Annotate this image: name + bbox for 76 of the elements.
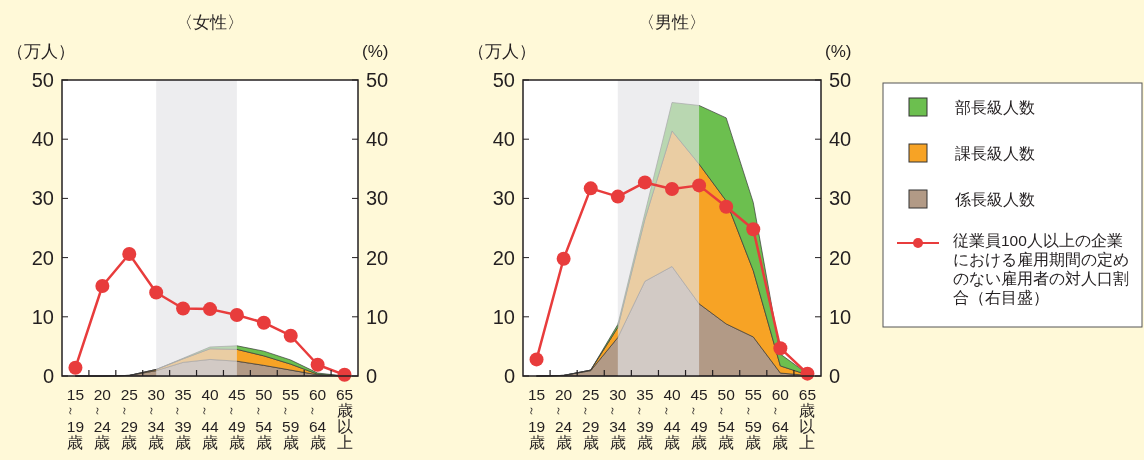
point — [122, 247, 137, 262]
y-tick-label: 50 — [492, 69, 515, 91]
point — [746, 222, 761, 237]
x-tick-label: 60～64歳 — [306, 386, 327, 451]
x-tick-label: 65歳以上 — [798, 386, 817, 451]
point — [176, 301, 191, 316]
point — [556, 251, 571, 266]
legend-label: 部長級人数 — [955, 99, 1035, 116]
y2-tick-label: 40 — [829, 128, 852, 151]
x-tick-label: 35～39歳 — [171, 386, 192, 451]
legend-label: 係長級人数 — [954, 191, 1035, 208]
point — [583, 181, 598, 196]
point — [149, 285, 164, 300]
x-tick-label: 40～44歳 — [198, 386, 219, 451]
x-tick-label: 25～29歳 — [579, 386, 600, 451]
point — [692, 178, 707, 193]
y2-tick-label: 20 — [366, 246, 389, 269]
point — [229, 308, 244, 323]
y-tick-label: 30 — [492, 187, 515, 210]
x-tick-label: 20～24歳 — [90, 386, 112, 451]
y-tick-label: 20 — [31, 246, 54, 269]
y-tick-label: 40 — [31, 128, 54, 151]
y-axis-title: （万人） — [468, 42, 536, 61]
legend-label: 課長級人数 — [955, 145, 1035, 162]
point — [310, 357, 325, 372]
x-tick-label: 45～49歳 — [225, 386, 246, 451]
y2-tick-label: 0 — [829, 365, 841, 387]
x-tick-label: 55～59歳 — [279, 386, 300, 451]
point — [529, 352, 544, 367]
x-tick-label: 25～29歳 — [117, 386, 138, 451]
chart-title: 〈女性〉 — [176, 13, 244, 32]
x-tick-label: 20～24歳 — [552, 386, 573, 451]
x-tick-label: 15～19歳 — [63, 386, 85, 451]
chart-title: 〈男性〉 — [638, 13, 706, 32]
y-tick-label: 30 — [31, 187, 54, 210]
y2-tick-label: 30 — [829, 187, 852, 210]
x-tick-label: 65歳以上 — [335, 386, 354, 451]
y-axis-title: （万人） — [7, 42, 75, 61]
y2-axis-title: (%) — [362, 42, 389, 61]
y-tick-label: 50 — [31, 69, 54, 91]
y-tick-label: 10 — [31, 305, 54, 328]
x-tick-label: 50～54歳 — [714, 386, 736, 451]
y2-tick-label: 10 — [366, 305, 389, 328]
y-tick-label: 0 — [42, 365, 54, 387]
point — [203, 302, 217, 317]
x-tick-label: 15～19歳 — [524, 386, 546, 451]
x-tick-label: 60～64歳 — [768, 386, 790, 451]
point — [95, 279, 110, 294]
x-tick-label: 30～34歳 — [606, 386, 627, 451]
y2-tick-label: 10 — [829, 305, 852, 328]
y2-tick-label: 50 — [366, 69, 389, 91]
point — [68, 360, 83, 375]
point — [719, 199, 734, 214]
point — [283, 328, 298, 343]
y-tick-label: 20 — [492, 246, 515, 269]
y-tick-label: 0 — [503, 365, 515, 387]
y2-tick-label: 50 — [829, 69, 852, 91]
y2-tick-label: 40 — [366, 128, 389, 151]
point — [665, 181, 679, 196]
point — [637, 175, 652, 190]
x-tick-label: 50～54歳 — [252, 386, 273, 451]
point — [610, 189, 625, 204]
x-tick-label: 40～44歳 — [660, 386, 681, 451]
x-tick-label: 55～59歳 — [741, 386, 762, 451]
y2-axis-title: (%) — [825, 42, 852, 61]
point — [773, 341, 788, 356]
y2-tick-label: 20 — [829, 246, 852, 269]
x-tick-label: 35～39歳 — [633, 386, 654, 451]
x-tick-label: 45～49歳 — [687, 386, 708, 451]
legend-label: 従業員100人以上の企業における雇用期間の定めのない雇用者の対人口割合（右目盛） — [953, 231, 1130, 307]
y2-tick-label: 30 — [366, 187, 389, 210]
y-tick-label: 40 — [492, 128, 515, 151]
point — [256, 315, 271, 330]
y2-tick-label: 0 — [366, 365, 378, 387]
y-tick-label: 10 — [492, 305, 515, 328]
x-tick-label: 30～34歳 — [144, 386, 166, 451]
